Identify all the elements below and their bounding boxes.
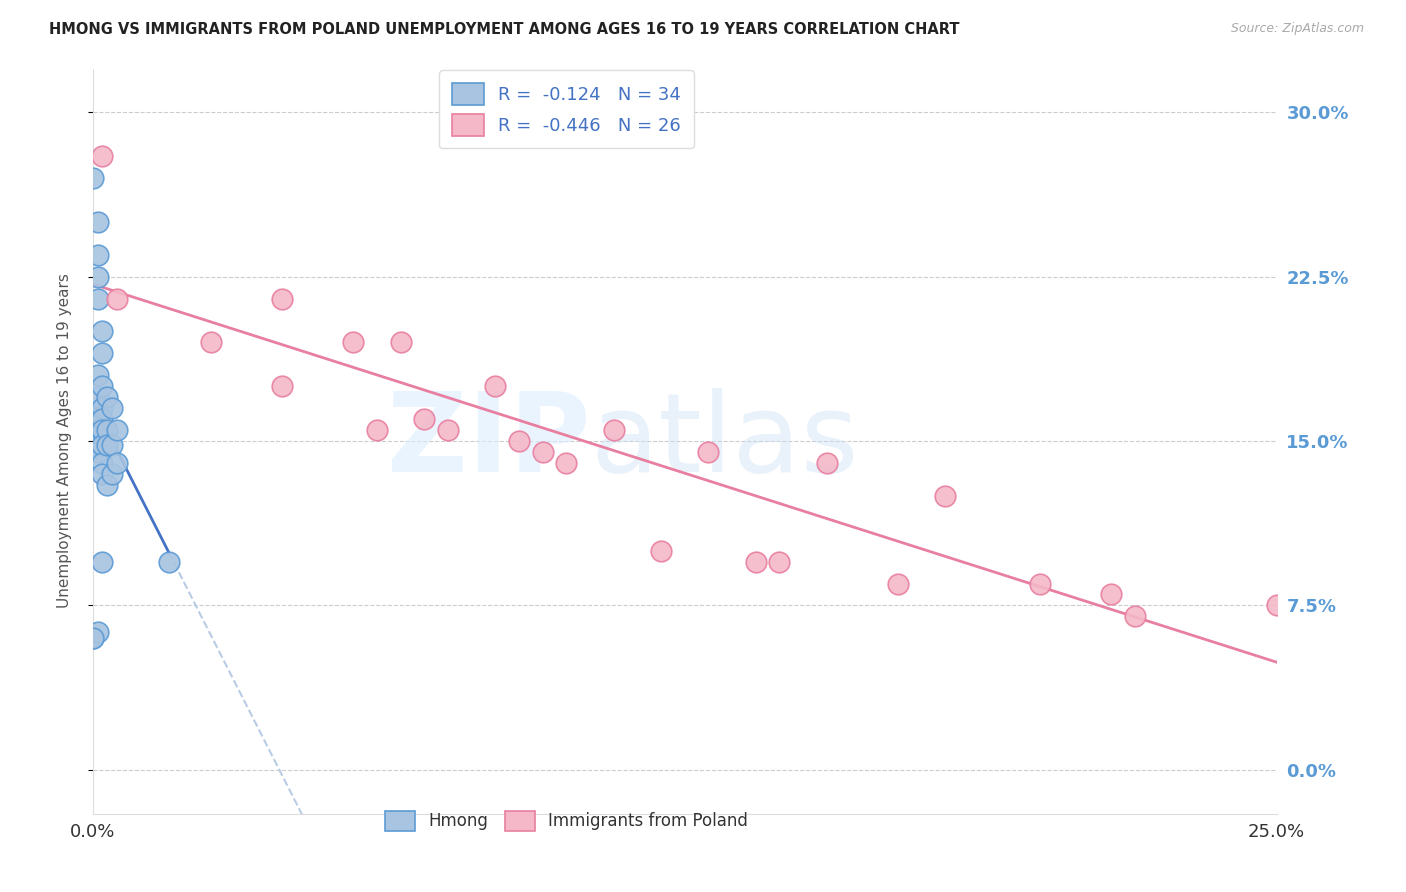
Point [484, 379, 506, 393]
Point [437, 423, 460, 437]
Point [1265, 599, 1288, 613]
Point [91, 423, 114, 437]
Point [82, 171, 104, 186]
Legend: Hmong, Immigrants from Poland: Hmong, Immigrants from Poland [373, 799, 759, 843]
Point [87, 438, 110, 452]
Point [87, 412, 110, 426]
Point [413, 412, 436, 426]
Point [96, 478, 118, 492]
Point [934, 489, 956, 503]
Point [366, 423, 388, 437]
Point [101, 401, 124, 416]
Point [101, 438, 124, 452]
Text: HMONG VS IMMIGRANTS FROM POLAND UNEMPLOYMENT AMONG AGES 16 TO 19 YEARS CORRELATI: HMONG VS IMMIGRANTS FROM POLAND UNEMPLOY… [49, 22, 960, 37]
Point [815, 456, 838, 470]
Point [745, 555, 768, 569]
Point [603, 423, 626, 437]
Point [105, 456, 128, 470]
Point [87, 269, 110, 284]
Point [96, 423, 118, 437]
Point [650, 543, 672, 558]
Point [91, 555, 114, 569]
Point [105, 423, 128, 437]
Point [82, 632, 104, 646]
Point [91, 346, 114, 360]
Point [531, 445, 554, 459]
Point [555, 456, 578, 470]
Text: ZIP: ZIP [387, 387, 591, 494]
Point [91, 379, 114, 393]
Text: atlas: atlas [591, 387, 859, 494]
Point [200, 335, 222, 350]
Point [91, 467, 114, 481]
Text: Source: ZipAtlas.com: Source: ZipAtlas.com [1230, 22, 1364, 36]
Y-axis label: Unemployment Among Ages 16 to 19 years: Unemployment Among Ages 16 to 19 years [58, 274, 72, 608]
Point [91, 412, 114, 426]
Point [87, 445, 110, 459]
Point [87, 368, 110, 383]
Point [87, 624, 110, 639]
Point [96, 438, 118, 452]
Point [87, 423, 110, 437]
Point [768, 555, 790, 569]
Point [271, 379, 294, 393]
Point [87, 248, 110, 262]
Point [389, 335, 412, 350]
Point [271, 292, 294, 306]
Point [87, 390, 110, 404]
Point [101, 467, 124, 481]
Point [82, 632, 104, 646]
Point [87, 215, 110, 229]
Point [1099, 587, 1122, 601]
Point [87, 292, 110, 306]
Point [96, 390, 118, 404]
Point [91, 149, 114, 163]
Point [697, 445, 720, 459]
Point [91, 401, 114, 416]
Point [157, 555, 180, 569]
Point [91, 456, 114, 470]
Point [342, 335, 364, 350]
Point [105, 292, 128, 306]
Point [887, 576, 910, 591]
Point [91, 325, 114, 339]
Point [1123, 609, 1146, 624]
Point [508, 434, 530, 448]
Point [91, 438, 114, 452]
Point [1029, 576, 1052, 591]
